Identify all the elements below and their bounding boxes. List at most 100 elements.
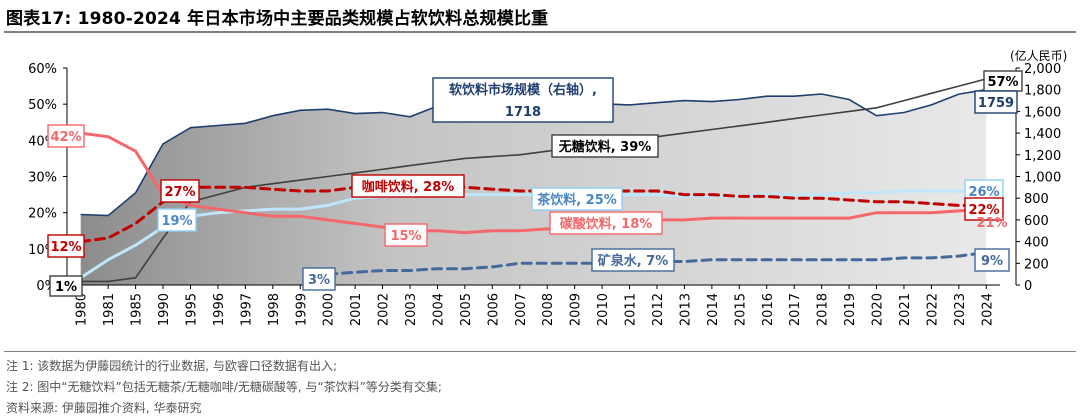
callout-box xyxy=(47,234,85,258)
callout-box xyxy=(384,223,428,247)
callout-box xyxy=(351,174,465,198)
callout-label: 12% xyxy=(50,240,81,255)
x-tick-label: 2005 xyxy=(459,293,474,326)
x-tick-label: 2015 xyxy=(733,293,748,326)
y-right-tick-label: 800 xyxy=(1024,192,1049,207)
callout-碳酸饮料: 碳酸饮料, 18% xyxy=(549,211,663,235)
x-tick-label: 1999 xyxy=(294,293,309,326)
callout-label: 27% xyxy=(164,185,195,200)
callout-label: 26% xyxy=(968,185,999,200)
x-tick-label: 2018 xyxy=(816,293,831,326)
x-tick-label: 2019 xyxy=(843,293,858,326)
callout-label: 软饮料市场规模（右轴）, xyxy=(449,82,597,98)
y-right-tick-label: 1,600 xyxy=(1024,105,1061,120)
y-right-tick-label: 1,200 xyxy=(1024,149,1061,164)
x-tick-label: 2013 xyxy=(678,293,693,326)
y-left-tick-label: 30% xyxy=(28,171,57,186)
x-tick-label: 2009 xyxy=(569,293,584,326)
x-tick-label: 2023 xyxy=(953,293,968,326)
callout-box xyxy=(157,208,197,232)
x-tick-label: 1996 xyxy=(212,293,227,326)
y-left-tick-label: 60% xyxy=(28,62,57,77)
note-1: 注 1: 该数据为伊藤园统计的行业数据, 与欧睿口径数据有出入; xyxy=(6,359,337,373)
x-tick-label: 2001 xyxy=(349,293,364,326)
callout-软饮料市场规模: 1759 xyxy=(974,90,1018,114)
callout-label: 19% xyxy=(161,214,192,229)
callout-矿泉水: 3% xyxy=(302,267,336,291)
callout-label: 21% xyxy=(976,216,1007,231)
callout-label: 15% xyxy=(390,229,421,244)
x-tick-label: 2000 xyxy=(322,293,337,326)
x-tick-label: 2002 xyxy=(377,293,392,326)
x-tick-label: 2020 xyxy=(871,293,886,326)
callout-label: 57% xyxy=(987,75,1018,90)
x-tick-label: 2011 xyxy=(624,293,639,326)
y-right-tick-label: 200 xyxy=(1024,257,1049,272)
callout-无糖饮料: 1% xyxy=(49,275,83,297)
callout-box xyxy=(302,267,336,291)
callout-box xyxy=(49,275,83,297)
x-tick-label: 2014 xyxy=(706,293,721,326)
y-right-unit: (亿人民币) xyxy=(1010,48,1067,63)
notes-rule xyxy=(4,351,1076,352)
callout-label: 22% xyxy=(968,203,999,218)
series-line-碳酸饮料 xyxy=(79,131,988,235)
y-right-tick-label: 1,000 xyxy=(1024,171,1061,186)
callout-碳酸饮料: 42% xyxy=(47,124,85,148)
chart-title: 图表17: 1980-2024 年日本市场中主要品类规模占软饮料总规模比重 xyxy=(6,9,549,29)
x-tick-label: 1998 xyxy=(267,293,282,326)
x-tick-label: 2008 xyxy=(541,293,556,326)
x-tick-label: 2007 xyxy=(514,293,529,326)
callout-label: 碳酸饮料, 18% xyxy=(560,216,653,232)
callout-软饮料市场规模: 软饮料市场规模（右轴）, 1718 xyxy=(432,77,614,123)
callout-茶饮料: 茶饮料, 25% xyxy=(531,187,623,211)
callout-box xyxy=(432,77,614,123)
callout-box xyxy=(549,211,663,235)
share-chart: 0%10%20%30%40%50%60%02004006008001,0001,… xyxy=(28,48,1067,326)
callout-box xyxy=(974,248,1010,272)
x-tick-label: 1997 xyxy=(239,293,254,326)
x-tick-label: 1985 xyxy=(130,293,145,326)
x-tick-label: 2003 xyxy=(404,293,419,326)
x-tick-label: 1980 xyxy=(75,293,90,326)
callout-label: 咖啡饮料, 28% xyxy=(362,179,455,195)
callout-label: 9% xyxy=(981,254,1003,269)
callout-box xyxy=(160,179,200,203)
x-tick-label: 2017 xyxy=(788,293,803,326)
callout-label: 茶饮料, 25% xyxy=(537,192,617,208)
callout-矿泉水: 矿泉水, 7% xyxy=(591,248,675,272)
callout-box xyxy=(531,187,623,211)
title-rule xyxy=(4,31,1076,33)
x-tick-label: 1995 xyxy=(184,293,199,326)
y-left-tick-label: 20% xyxy=(28,207,57,222)
callout-碳酸饮料: 21% xyxy=(976,216,1007,231)
note-2: 注 2: 图中“无糖饮料”包括无糖茶/无糖咖啡/无糖碳酸等, 与“茶饮料”等分类… xyxy=(6,380,442,394)
callout-咖啡饮料: 22% xyxy=(964,197,1004,221)
callout-矿泉水: 9% xyxy=(974,248,1010,272)
callout-无糖饮料: 无糖饮料, 39% xyxy=(551,134,659,158)
callout-box xyxy=(591,248,675,272)
callout-碳酸饮料: 15% xyxy=(384,223,428,247)
callout-box xyxy=(47,124,85,148)
callout-茶饮料: 26% xyxy=(964,179,1004,203)
callout-box xyxy=(964,197,1004,221)
x-tick-label: 2022 xyxy=(925,293,940,326)
y-right-tick-label: 1,800 xyxy=(1024,84,1061,99)
x-tick-label: 2006 xyxy=(486,293,501,326)
callout-label: 1759 xyxy=(978,96,1014,111)
x-tick-label: 2012 xyxy=(651,293,666,326)
callout-value: 1718 xyxy=(505,105,541,120)
y-right-tick-label: 1,400 xyxy=(1024,127,1061,142)
y-right-tick-label: 600 xyxy=(1024,214,1049,229)
callout-咖啡饮料: 咖啡饮料, 28% xyxy=(351,174,465,198)
x-tick-label: 1990 xyxy=(157,293,172,326)
callout-box xyxy=(551,134,659,158)
y-right-tick-label: 2,000 xyxy=(1024,62,1061,77)
callout-label: 3% xyxy=(308,273,330,288)
series-line-无糖饮料 xyxy=(79,78,988,283)
x-tick-label: 2024 xyxy=(980,293,995,326)
x-tick-label: 2010 xyxy=(596,293,611,326)
y-right-tick-label: 400 xyxy=(1024,236,1049,251)
callout-咖啡饮料: 12% xyxy=(47,234,85,258)
callout-无糖饮料: 57% xyxy=(983,70,1023,92)
